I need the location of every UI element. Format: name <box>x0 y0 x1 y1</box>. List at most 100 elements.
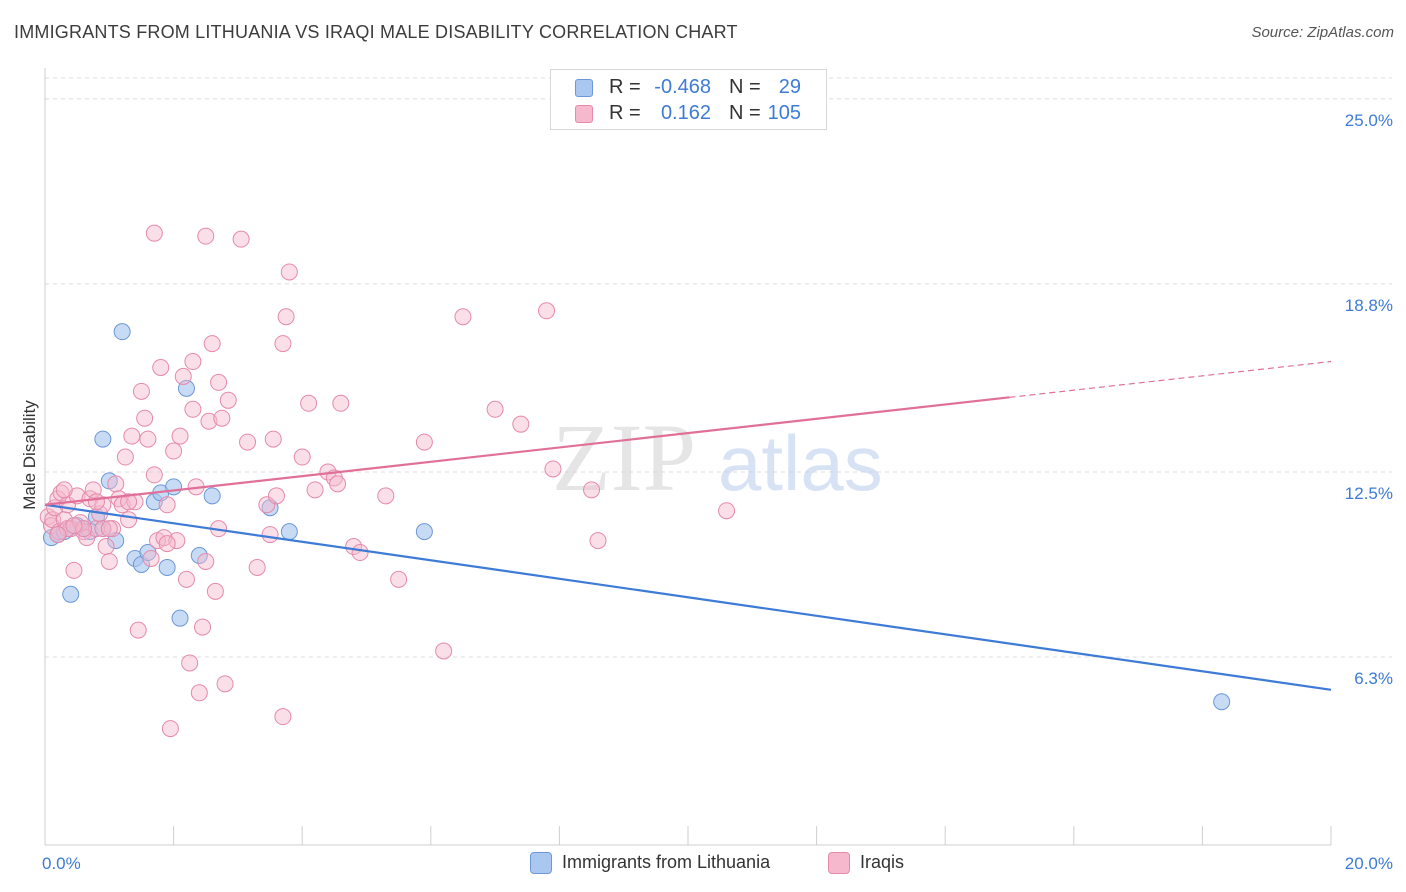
iraqi-point[interactable] <box>538 302 556 320</box>
iraqi-point[interactable] <box>194 618 212 636</box>
iraqi-point[interactable] <box>97 538 115 556</box>
iraqi-point[interactable] <box>139 430 157 448</box>
iraqi-point[interactable] <box>332 394 350 412</box>
iraqi-point[interactable] <box>293 448 311 466</box>
iraqi-point[interactable] <box>132 382 150 400</box>
iraqi-point[interactable] <box>120 511 138 529</box>
iraqi-point[interactable] <box>136 409 154 427</box>
iraqi-point[interactable] <box>274 708 292 726</box>
lithuania-point[interactable] <box>1213 693 1231 711</box>
lithuania-point[interactable] <box>171 609 189 627</box>
iraqi-point[interactable] <box>107 475 125 493</box>
x-tick-label-min: 0.0% <box>42 854 81 873</box>
iraqi-point[interactable] <box>181 654 199 672</box>
iraqi-point[interactable] <box>377 487 395 505</box>
iraqi-point[interactable] <box>267 487 285 505</box>
iraqi-point[interactable] <box>351 544 369 562</box>
lithuania-point[interactable] <box>415 523 433 541</box>
iraqi-point[interactable] <box>142 549 160 567</box>
iraqi-point[interactable] <box>49 526 67 544</box>
iraqi-point[interactable] <box>216 675 234 693</box>
iraqi-point[interactable] <box>145 224 163 242</box>
iraqi-point[interactable] <box>123 427 141 445</box>
iraqi-point[interactable] <box>158 535 176 553</box>
iraqi-point[interactable] <box>248 558 266 576</box>
iraqi-point[interactable] <box>145 466 163 484</box>
iraqi-point[interactable] <box>219 391 237 409</box>
legend-swatch-pink <box>828 852 850 874</box>
iraqi-point[interactable] <box>87 493 105 511</box>
iraqi-point[interactable] <box>94 520 112 538</box>
iraqi-point[interactable] <box>165 442 183 460</box>
x-tick-label-max: 20.0% <box>1345 854 1393 873</box>
iraqi-point[interactable] <box>435 642 453 660</box>
lithuania-point[interactable] <box>280 523 298 541</box>
iraqi-point[interactable] <box>129 621 147 639</box>
iraqi-point[interactable] <box>177 570 195 588</box>
lithuania-trend-line <box>44 503 1332 691</box>
iraqi-point[interactable] <box>583 481 601 499</box>
iraqi-point[interactable] <box>589 532 607 550</box>
iraqi-point[interactable] <box>206 582 224 600</box>
lithuania-point[interactable] <box>158 558 176 576</box>
lithuania-point[interactable] <box>203 487 221 505</box>
iraqi-point[interactable] <box>329 475 347 493</box>
gridlines <box>45 77 1392 658</box>
iraqi-point[interactable] <box>100 520 118 538</box>
y-tick-label: 25.0% <box>1345 111 1393 130</box>
legend-r-value: -0.468 <box>654 76 711 98</box>
lithuania-point[interactable] <box>190 547 208 565</box>
iraqi-point[interactable] <box>486 400 504 418</box>
iraqi-point[interactable] <box>184 353 202 371</box>
iraqi-point[interactable] <box>232 230 250 248</box>
iraqi-point[interactable] <box>277 308 295 326</box>
iraqi-point[interactable] <box>184 400 202 418</box>
iraqi-point[interactable] <box>264 430 282 448</box>
iraqi-point[interactable] <box>261 526 279 544</box>
iraqi-point[interactable] <box>174 367 192 385</box>
iraqi-point[interactable] <box>190 684 208 702</box>
iraqi-point[interactable] <box>274 335 292 353</box>
iraqi-point[interactable] <box>390 570 408 588</box>
iraqi-point[interactable] <box>512 415 530 433</box>
iraqi-point[interactable] <box>65 561 83 579</box>
y-tick-label: 18.8% <box>1345 296 1393 315</box>
iraqi-point[interactable] <box>168 532 186 550</box>
iraqi-point[interactable] <box>197 552 215 570</box>
iraqi-point[interactable] <box>210 373 228 391</box>
iraqi-point[interactable] <box>55 481 73 499</box>
iraqi-point[interactable] <box>415 433 433 451</box>
iraqi-point[interactable] <box>544 460 562 478</box>
iraqi-point[interactable] <box>203 335 221 353</box>
lithuania-point[interactable] <box>165 478 183 496</box>
iraqi-point[interactable] <box>171 427 189 445</box>
y-tick-label: 12.5% <box>1345 484 1393 503</box>
iraqi-point[interactable] <box>280 263 298 281</box>
lithuania-point[interactable] <box>94 430 112 448</box>
lithuania-point[interactable] <box>113 323 131 341</box>
iraqi-point[interactable] <box>454 308 472 326</box>
lithuania-point[interactable] <box>62 585 80 603</box>
iraqi-point[interactable] <box>75 520 93 538</box>
iraqi-point[interactable] <box>213 409 231 427</box>
iraqi-point[interactable] <box>116 448 134 466</box>
iraqi-point[interactable] <box>65 517 83 535</box>
iraqi-point[interactable] <box>200 412 218 430</box>
iraqi-point[interactable] <box>306 481 324 499</box>
iraqi-point[interactable] <box>239 433 257 451</box>
iraqi-point[interactable] <box>718 502 736 520</box>
chart-title: IMMIGRANTS FROM LITHUANIA VS IRAQI MALE … <box>14 22 738 42</box>
iraqi-point[interactable] <box>120 493 138 511</box>
iraqi-point[interactable] <box>300 394 318 412</box>
iraqi-point[interactable] <box>39 508 57 526</box>
legend-n-value: 105 <box>767 102 801 124</box>
iraqi-point[interactable] <box>152 358 170 376</box>
legend-swatch-pink <box>575 105 593 123</box>
legend-label: Iraqis <box>860 852 905 872</box>
iraqi-point[interactable] <box>158 496 176 514</box>
iraqi-point[interactable] <box>161 720 179 738</box>
iraqi-point[interactable] <box>197 227 215 245</box>
trend-lines <box>44 360 1332 691</box>
iraqi-point[interactable] <box>100 552 118 570</box>
